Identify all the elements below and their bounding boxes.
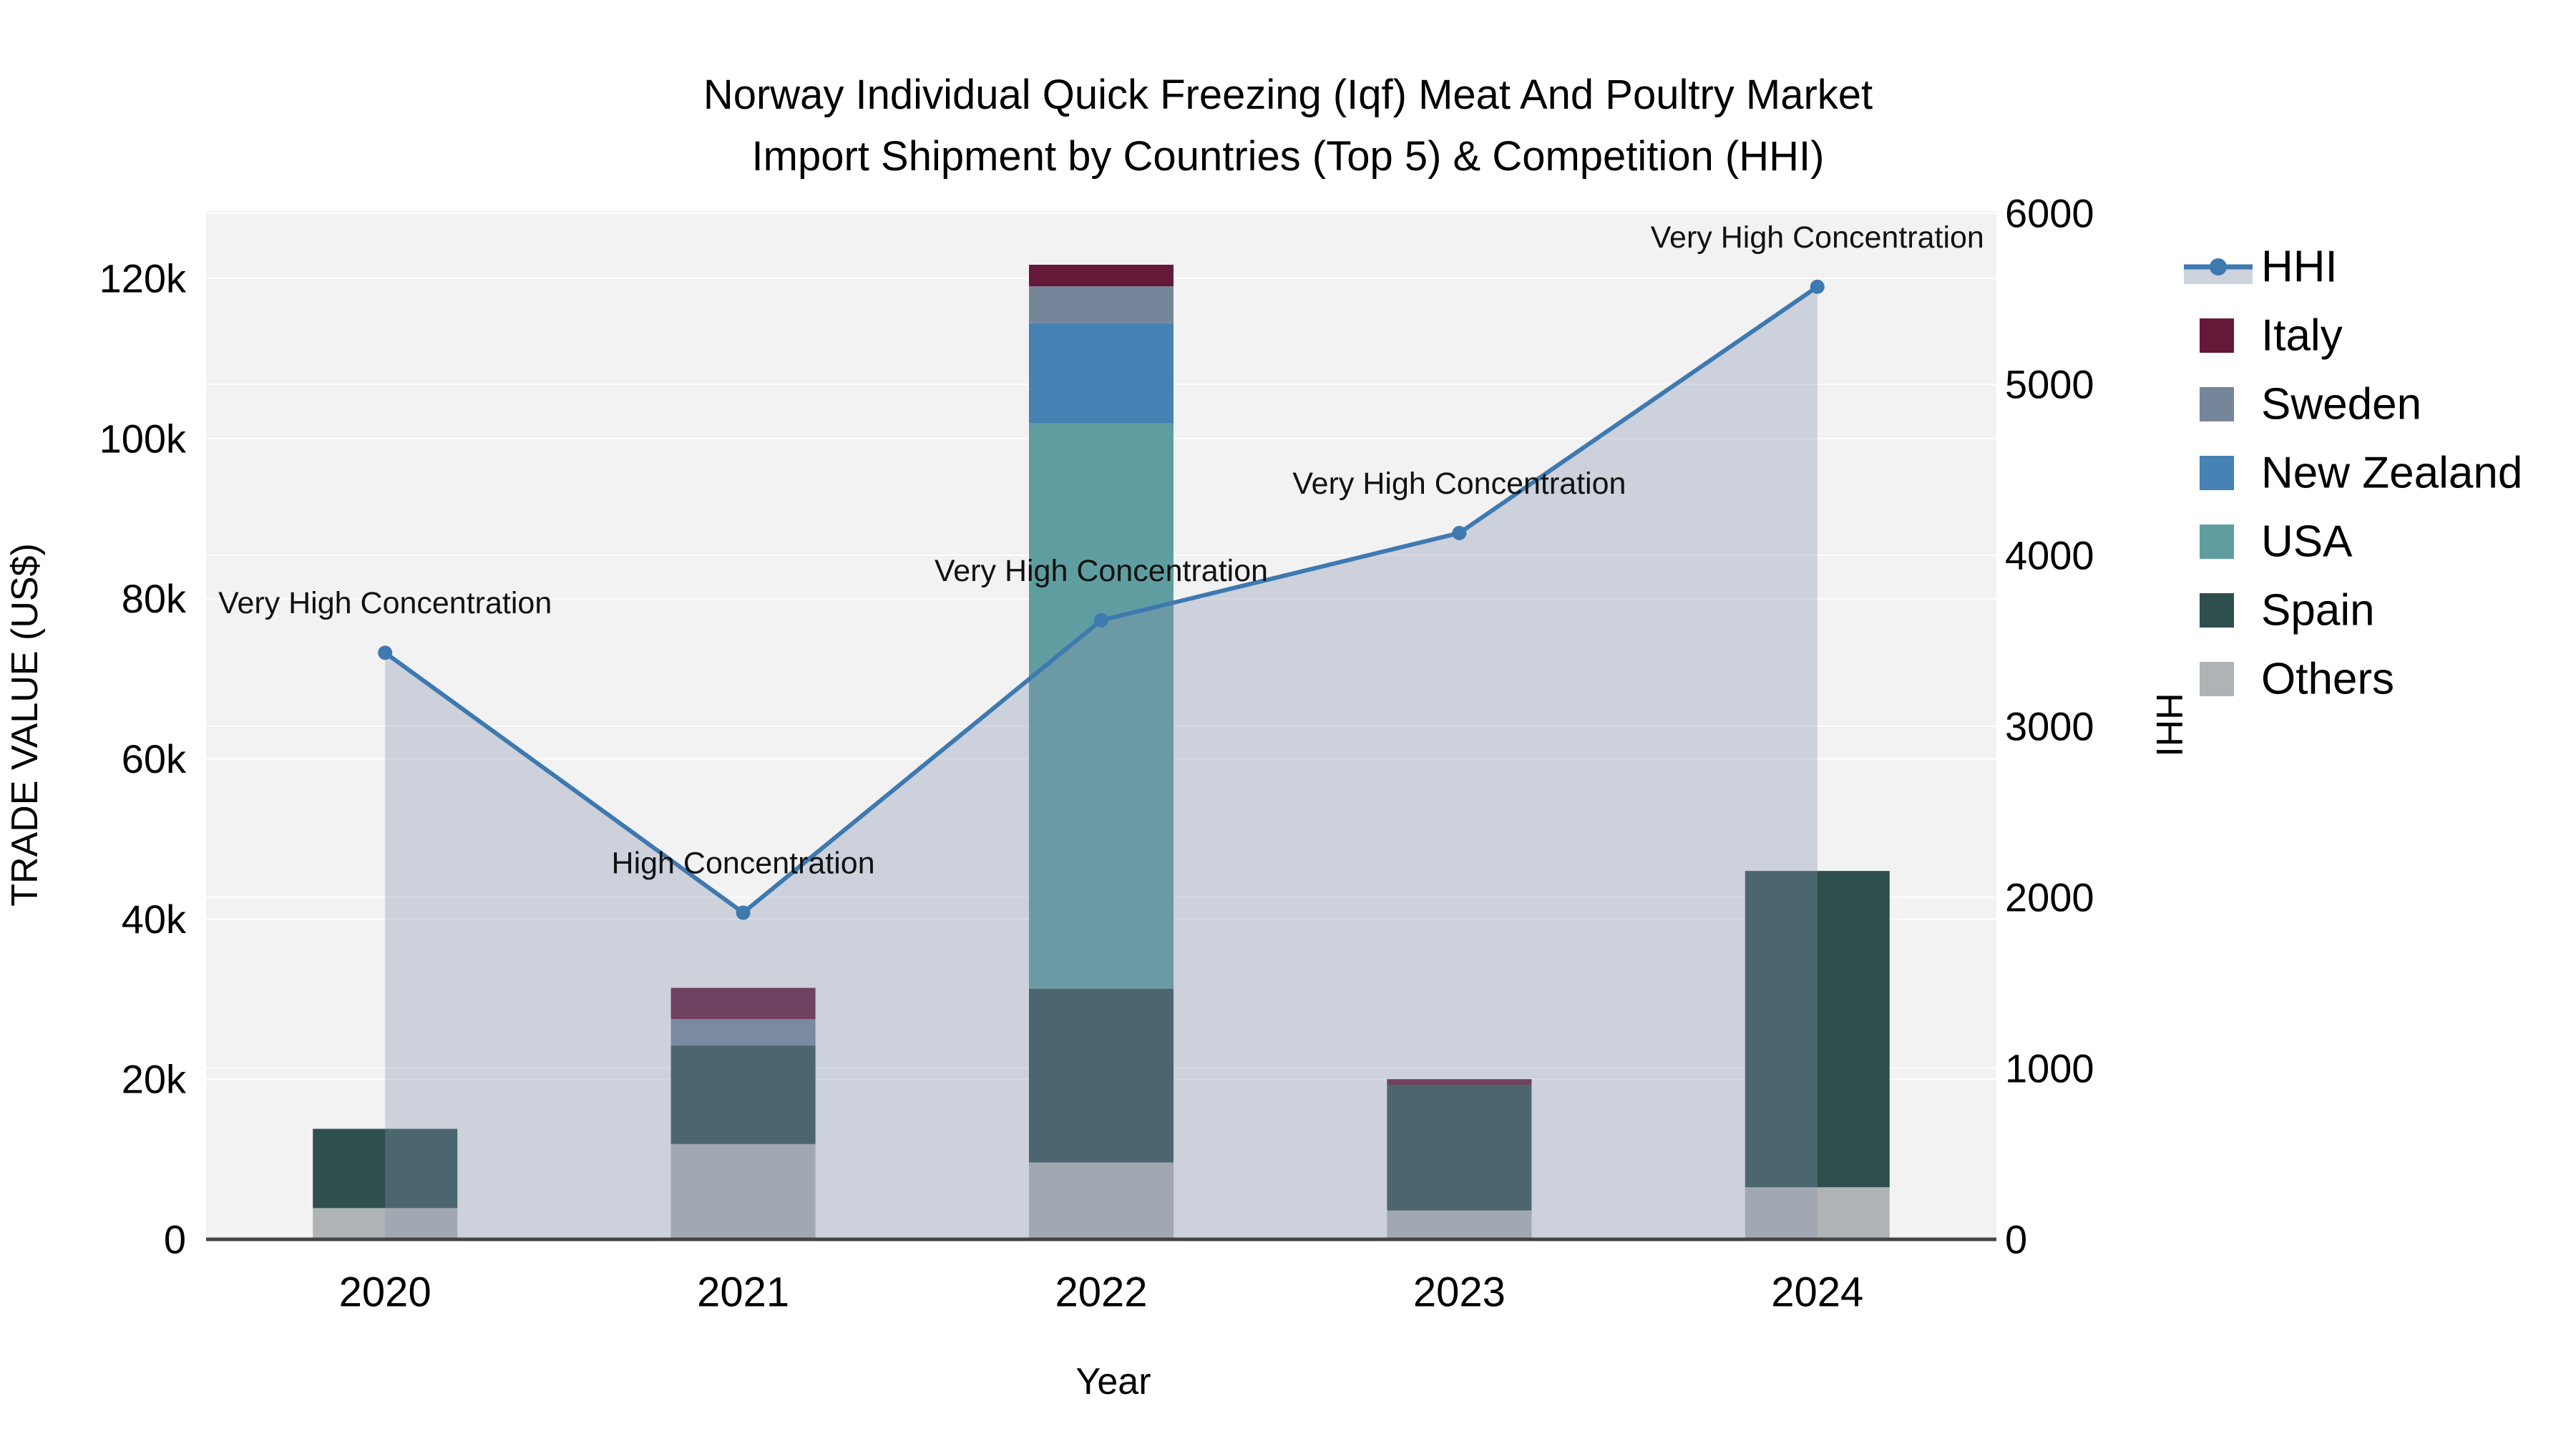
annotation-2022: Very High Concentration — [935, 554, 1268, 588]
legend-label: Sweden — [2261, 380, 2421, 429]
bars-group — [313, 264, 1890, 1239]
legend-hhi-marker — [2210, 258, 2227, 275]
annotation-2020: Very High Concentration — [218, 586, 552, 620]
legend-swatch-italy — [2200, 318, 2234, 353]
y-right-tick-label: 0 — [2005, 1217, 2027, 1262]
legend-item-others[interactable]: Others — [2200, 655, 2394, 704]
legend-item-spain[interactable]: Spain — [2200, 586, 2375, 635]
chart-title-line2: Import Shipment by Countries (Top 5) & C… — [752, 133, 1825, 180]
legend-label: USA — [2261, 517, 2353, 567]
legend-item-hhi[interactable]: HHI — [2184, 243, 2338, 292]
y-left-tick-label: 20k — [122, 1057, 187, 1102]
legend-label: New Zealand — [2261, 449, 2522, 498]
bar-segment-spain-2024 — [1745, 871, 1890, 1188]
bar-segment-italy-2023 — [1387, 1079, 1532, 1085]
legend-label: HHI — [2261, 243, 2338, 292]
bar-segment-italy-2022 — [1029, 264, 1174, 287]
legend-label: Spain — [2261, 586, 2375, 635]
y-right-axis-title: HHI — [2148, 693, 2190, 757]
x-tick-label-2024: 2024 — [1771, 1269, 1863, 1316]
bar-segment-others-2024 — [1745, 1187, 1890, 1239]
x-tick-label-2021: 2021 — [697, 1269, 789, 1316]
annotation-2024: Very High Concentration — [1651, 220, 1984, 255]
legend-swatch-spain — [2200, 593, 2234, 628]
hhi-marker-2022 — [1094, 613, 1108, 628]
y-right-tick-label: 5000 — [2005, 362, 2094, 407]
legend-item-sweden[interactable]: Sweden — [2200, 380, 2421, 429]
bar-segment-new-zealand-2022 — [1029, 323, 1174, 424]
bar-segment-usa-2022 — [1029, 423, 1174, 989]
legend-swatch-others — [2200, 662, 2234, 696]
legend-swatch-sweden — [2200, 387, 2234, 421]
bar-segment-spain-2023 — [1387, 1085, 1532, 1211]
hhi-marker-2020 — [378, 645, 393, 660]
bar-segment-sweden-2021 — [670, 1019, 816, 1046]
hhi-area-group — [385, 286, 1818, 1239]
bar-segment-spain-2022 — [1029, 988, 1174, 1163]
bar-segment-others-2023 — [1387, 1210, 1532, 1239]
hhi-marker-2024 — [1810, 279, 1825, 294]
legend-item-italy[interactable]: Italy — [2200, 311, 2343, 361]
bar-segment-others-2022 — [1029, 1162, 1174, 1239]
y-left-axis-title: TRADE VALUE (US$) — [4, 543, 46, 907]
hhi-line-group — [378, 279, 1825, 920]
annotations-group: Very High Concentration High Concentratio… — [218, 220, 1984, 881]
hhi-marker-2023 — [1452, 525, 1467, 540]
y-left-tick-label: 60k — [122, 736, 187, 781]
x-tick-label-2020: 2020 — [339, 1269, 431, 1316]
x-axis-title: Year — [1075, 1361, 1151, 1402]
hhi-marker-2021 — [736, 905, 751, 920]
legend-label: Italy — [2261, 311, 2343, 361]
y-left-tick-label: 100k — [99, 416, 187, 461]
bar-segment-spain-2021 — [670, 1045, 816, 1144]
y-right-tick-label: 4000 — [2005, 533, 2094, 578]
annotation-2021: High Concentration — [612, 847, 875, 881]
legend-swatch-new-zealand — [2200, 456, 2234, 490]
legend-item-usa[interactable]: USA — [2200, 517, 2353, 567]
bar-segment-italy-2021 — [670, 987, 816, 1020]
annotation-2023: Very High Concentration — [1292, 467, 1626, 501]
tick-labels-group: 0 20k 40k 60k 80k 100k 120k 0 1000 2000 3000 4000 50… — [99, 191, 2094, 1316]
legend-label: Others — [2261, 655, 2394, 704]
y-left-tick-label: 40k — [122, 897, 187, 942]
x-tick-label-2022: 2022 — [1055, 1269, 1147, 1316]
hhi-area — [385, 286, 1818, 1239]
y-right-tick-label: 3000 — [2005, 704, 2094, 749]
y-left-tick-label: 120k — [99, 256, 187, 301]
bar-segment-sweden-2022 — [1029, 286, 1174, 323]
y-right-tick-label: 6000 — [2005, 191, 2094, 236]
y-left-tick-label: 0 — [164, 1217, 186, 1262]
y-right-tick-label: 1000 — [2005, 1046, 2094, 1091]
bar-segment-others-2020 — [313, 1208, 458, 1239]
chart-title-line1: Norway Individual Quick Freezing (Iqf) M… — [703, 72, 1873, 118]
legend-item-new-zealand[interactable]: New Zealand — [2200, 449, 2522, 498]
y-right-tick-label: 2000 — [2005, 875, 2094, 920]
bar-segment-others-2021 — [670, 1143, 816, 1239]
legend-group: HHI Italy Sweden New Zealand USA Spain Others — [2184, 243, 2522, 704]
legend-swatch-usa — [2200, 525, 2234, 559]
y-left-tick-label: 80k — [122, 576, 187, 621]
bar-segment-spain-2020 — [313, 1128, 458, 1209]
x-tick-label-2023: 2023 — [1413, 1269, 1506, 1316]
